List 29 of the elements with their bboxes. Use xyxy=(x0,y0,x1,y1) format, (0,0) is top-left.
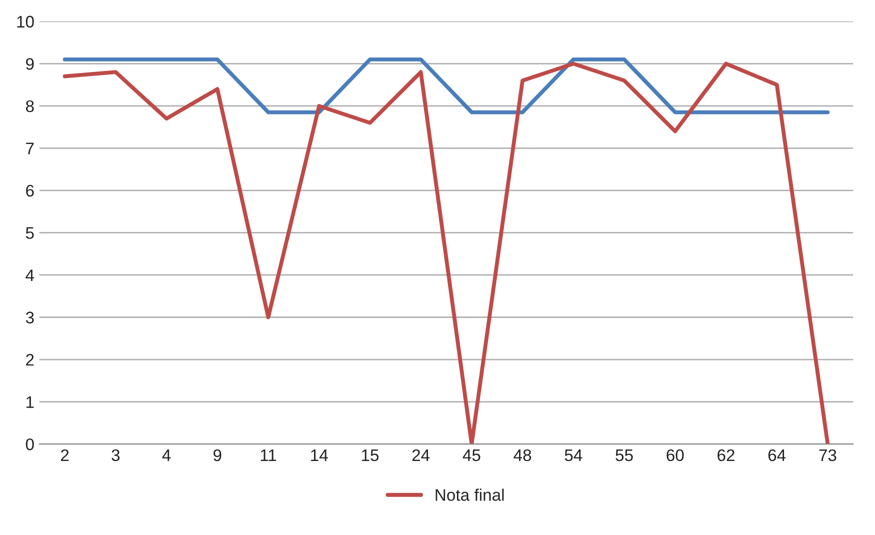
y-tick-label: 3 xyxy=(26,312,34,324)
y-tick-label: 0 xyxy=(26,438,34,450)
y-tick-label: 5 xyxy=(26,227,34,239)
x-tick-label: 73 xyxy=(819,449,836,462)
x-tick-label: 62 xyxy=(718,449,734,462)
x-tick-label: 54 xyxy=(564,450,582,462)
x-tick-label: 64 xyxy=(768,449,786,462)
x-tick-label: 2 xyxy=(61,449,69,461)
x-tick-label: 60 xyxy=(666,449,684,462)
x-tick-label: 15 xyxy=(362,450,379,462)
y-tick-label: 7 xyxy=(26,142,34,154)
y-tick-label: 4 xyxy=(26,270,34,282)
x-tick-label: 4 xyxy=(162,450,171,461)
y-tick-label: 8 xyxy=(26,100,34,112)
y-tick-label: 10 xyxy=(17,16,34,28)
y-tick-label: 6 xyxy=(26,184,34,197)
line-series xyxy=(62,62,830,444)
x-tick-label: 3 xyxy=(112,449,120,462)
y-tick-label: 2 xyxy=(26,354,34,366)
x-tick-label: 45 xyxy=(462,450,480,462)
x-tick-label: 9 xyxy=(214,449,222,462)
x-tick-label: 48 xyxy=(514,449,532,462)
y-tick-label: 1 xyxy=(26,396,34,408)
x-tick-label: 14 xyxy=(311,450,328,461)
x-tick-label: 11 xyxy=(260,450,276,461)
legend-label: Nota final xyxy=(436,488,504,501)
y-tick-label: 9 xyxy=(26,58,34,70)
x-tick-label: 24 xyxy=(412,449,430,461)
x-tick-label: 55 xyxy=(616,450,633,462)
